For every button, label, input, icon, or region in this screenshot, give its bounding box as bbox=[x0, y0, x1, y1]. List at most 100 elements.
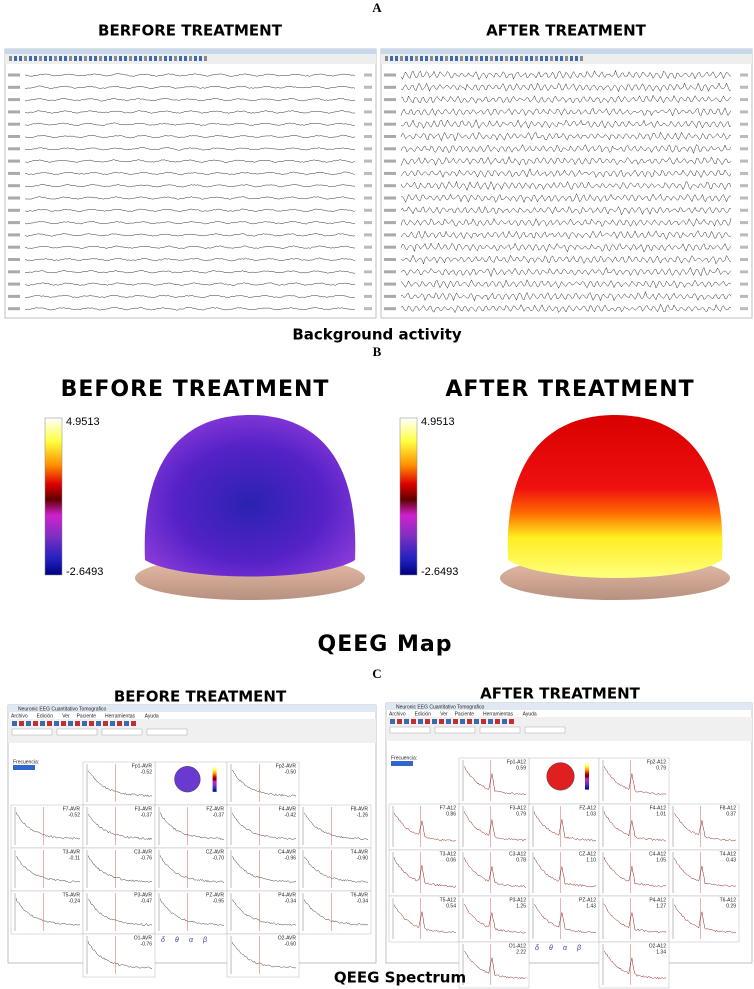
menu-item[interactable]: Ver bbox=[440, 711, 448, 717]
toolbar-icon[interactable] bbox=[96, 721, 101, 726]
spectrum-curve bbox=[159, 898, 225, 927]
toolbar-icon[interactable] bbox=[502, 719, 507, 724]
toolbar-icon[interactable] bbox=[131, 721, 136, 726]
toolbar-icon[interactable] bbox=[117, 721, 122, 726]
toolbar-icon[interactable] bbox=[103, 721, 108, 726]
toolbar-icon[interactable] bbox=[460, 719, 465, 724]
channel-value: -0.76 bbox=[141, 941, 153, 947]
toolbar-icon[interactable] bbox=[390, 719, 395, 724]
toolbar-icon[interactable] bbox=[89, 721, 94, 726]
toolbar-icon bbox=[480, 56, 483, 61]
toolbar-icon[interactable] bbox=[432, 719, 437, 724]
channel-box bbox=[598, 941, 670, 989]
channel-label: C3-A12 bbox=[509, 851, 526, 857]
toolbar-icon[interactable] bbox=[488, 719, 493, 724]
channel-value: -0.37 bbox=[213, 812, 225, 818]
head-after bbox=[500, 415, 730, 600]
channel-label bbox=[740, 282, 748, 286]
channel-label bbox=[740, 233, 748, 237]
channel-label bbox=[740, 85, 748, 89]
channel-value: 1.10 bbox=[586, 857, 596, 863]
toolbar-icon[interactable] bbox=[33, 721, 38, 726]
eeg-trace bbox=[400, 230, 732, 240]
band-label: β bbox=[576, 945, 581, 952]
channel-label: C4-A12 bbox=[649, 851, 666, 857]
frequency-input[interactable] bbox=[391, 761, 413, 766]
toolbar-icon[interactable] bbox=[446, 719, 451, 724]
spectrum-curve bbox=[463, 950, 527, 980]
toolbar-icon[interactable] bbox=[439, 719, 444, 724]
menu-item[interactable]: Ver bbox=[62, 713, 70, 719]
channel-label: Fp2-A12 bbox=[647, 759, 666, 765]
dropdown[interactable] bbox=[56, 728, 98, 736]
dropdown[interactable] bbox=[11, 728, 53, 736]
channel-box bbox=[668, 849, 740, 897]
channel-value: -0.24 bbox=[69, 898, 81, 904]
toolbar-icon bbox=[9, 56, 12, 61]
menu-item[interactable]: Herramientas bbox=[105, 713, 136, 719]
spectrum-curve bbox=[393, 812, 457, 842]
dropdown[interactable] bbox=[389, 726, 431, 734]
channel-box bbox=[82, 933, 156, 978]
menu-item[interactable]: Paciente bbox=[455, 711, 475, 717]
dropdown[interactable] bbox=[146, 728, 188, 736]
toolbar-icon[interactable] bbox=[68, 721, 73, 726]
toolbar-icon[interactable] bbox=[467, 719, 472, 724]
channel-value: -0.37 bbox=[141, 812, 153, 818]
toolbar-icon[interactable] bbox=[12, 721, 17, 726]
menu-item[interactable]: Paciente bbox=[77, 713, 97, 719]
toolbar-icon bbox=[440, 56, 443, 61]
toolbar-icon bbox=[450, 56, 453, 61]
toolbar-icon bbox=[24, 56, 27, 61]
dropdown[interactable] bbox=[479, 726, 521, 734]
toolbar-icon[interactable] bbox=[82, 721, 87, 726]
toolbar-icon[interactable] bbox=[509, 719, 514, 724]
toolbar-icon[interactable] bbox=[495, 719, 500, 724]
dropdown[interactable] bbox=[101, 728, 143, 736]
channel-label bbox=[740, 171, 748, 175]
toolbar-icon[interactable] bbox=[481, 719, 486, 724]
toolbar-icon[interactable] bbox=[61, 721, 66, 726]
toolbar-icon[interactable] bbox=[54, 721, 59, 726]
menu-item[interactable]: Archivo bbox=[389, 711, 406, 717]
frequency-input[interactable] bbox=[13, 765, 35, 770]
spectrum-curve bbox=[231, 941, 297, 969]
toolbar-icon[interactable] bbox=[474, 719, 479, 724]
toolbar-icon[interactable] bbox=[75, 721, 80, 726]
menu-item[interactable]: Ayuda bbox=[145, 713, 159, 719]
toolbar-icon[interactable] bbox=[19, 721, 24, 726]
toolbar-icon bbox=[425, 56, 428, 61]
toolbar-icon bbox=[530, 56, 533, 61]
toolbar-icon[interactable] bbox=[404, 719, 409, 724]
spectrum-curve bbox=[673, 857, 737, 887]
channel-label: F4-AVR bbox=[279, 806, 297, 812]
toolbar-icon[interactable] bbox=[397, 719, 402, 724]
toolbar-icon[interactable] bbox=[40, 721, 45, 726]
menu-item[interactable]: Edición bbox=[415, 711, 432, 717]
toolbar-icon[interactable] bbox=[47, 721, 52, 726]
menu-item[interactable]: Edición bbox=[37, 713, 54, 719]
menu-item[interactable]: Herramientas bbox=[483, 711, 514, 717]
menu-item[interactable]: Ayuda bbox=[523, 711, 537, 717]
dropdown[interactable] bbox=[434, 726, 476, 734]
toolbar-icon bbox=[104, 56, 107, 61]
channel-label bbox=[740, 208, 748, 212]
toolbar-icon[interactable] bbox=[453, 719, 458, 724]
toolbar-icon bbox=[495, 56, 498, 61]
toolbar-icon[interactable] bbox=[418, 719, 423, 724]
toolbar-icon[interactable] bbox=[425, 719, 430, 724]
channel-label bbox=[384, 85, 396, 89]
toolbar-icon[interactable] bbox=[110, 721, 115, 726]
channel-label bbox=[384, 282, 396, 286]
toolbar-icon[interactable] bbox=[124, 721, 129, 726]
channel-label bbox=[384, 245, 396, 249]
head-before bbox=[135, 415, 365, 600]
panel-title: BERFORE TREATMENT bbox=[98, 22, 283, 40]
toolbar-icon[interactable] bbox=[26, 721, 31, 726]
toolbar-icon bbox=[49, 56, 52, 61]
dropdown[interactable] bbox=[524, 726, 566, 734]
toolbar-icon bbox=[465, 56, 468, 61]
toolbar-icon[interactable] bbox=[411, 719, 416, 724]
channel-label: P3-AVR bbox=[134, 892, 152, 898]
menu-item[interactable]: Archivo bbox=[11, 713, 28, 719]
